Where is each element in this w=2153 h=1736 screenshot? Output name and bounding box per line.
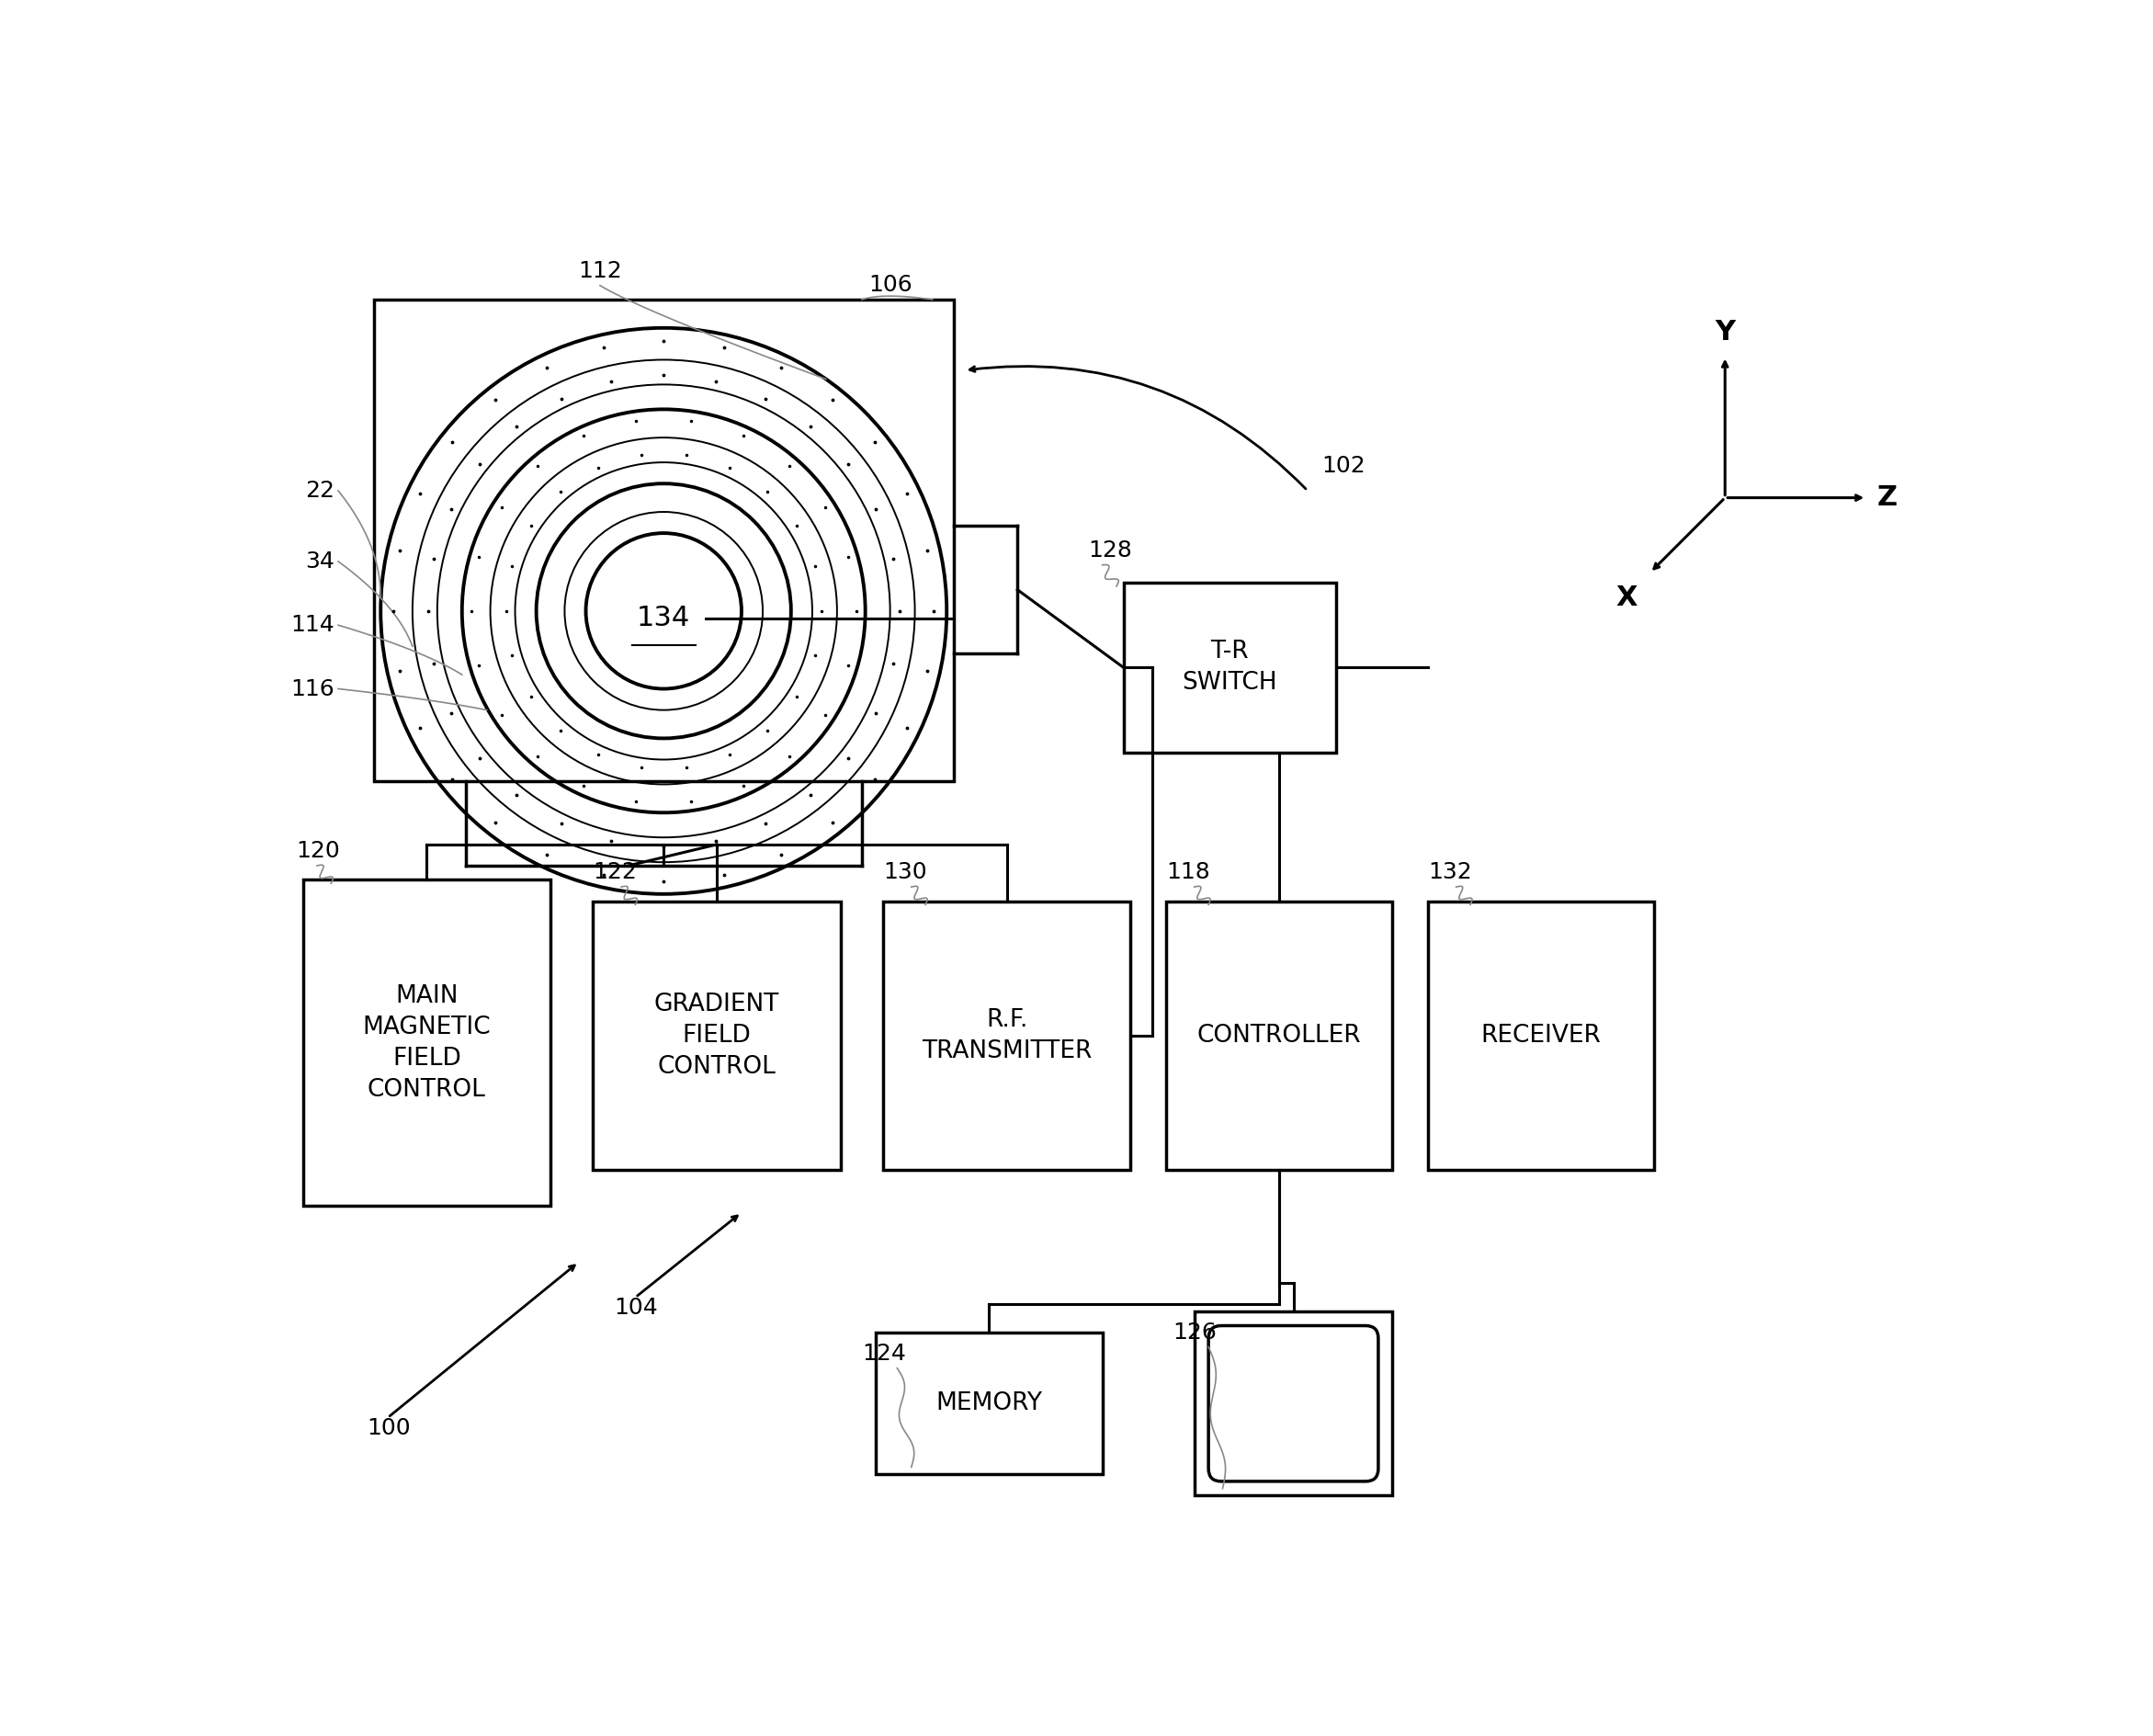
- Text: RECEIVER: RECEIVER: [1481, 1024, 1602, 1047]
- Text: T-R
SWITCH: T-R SWITCH: [1182, 641, 1277, 694]
- Bar: [304, 880, 551, 1205]
- Bar: [1167, 901, 1393, 1170]
- Text: 130: 130: [883, 861, 926, 884]
- Text: MEMORY: MEMORY: [937, 1392, 1042, 1415]
- Bar: [883, 901, 1130, 1170]
- Text: 112: 112: [577, 260, 622, 281]
- Text: 104: 104: [614, 1297, 659, 1319]
- Text: 118: 118: [1167, 861, 1210, 884]
- Bar: [876, 1333, 1102, 1474]
- Text: X: X: [1617, 585, 1638, 611]
- Text: 126: 126: [1173, 1321, 1216, 1344]
- Text: 22: 22: [306, 479, 334, 502]
- Text: 100: 100: [366, 1417, 411, 1439]
- Bar: [1427, 901, 1654, 1170]
- Text: 114: 114: [291, 615, 334, 635]
- Text: CONTROLLER: CONTROLLER: [1197, 1024, 1361, 1047]
- Bar: [592, 901, 840, 1170]
- Text: Y: Y: [1716, 319, 1735, 345]
- Text: Z: Z: [1877, 484, 1897, 510]
- Text: GRADIENT
FIELD
CONTROL: GRADIENT FIELD CONTROL: [655, 993, 779, 1078]
- Text: 120: 120: [295, 840, 340, 863]
- FancyBboxPatch shape: [1208, 1326, 1378, 1481]
- Text: 124: 124: [861, 1342, 906, 1364]
- Text: 116: 116: [291, 677, 334, 700]
- Text: 34: 34: [306, 550, 334, 573]
- Bar: [1124, 583, 1335, 752]
- Text: 128: 128: [1087, 540, 1132, 561]
- Text: MAIN
MAGNETIC
FIELD
CONTROL: MAIN MAGNETIC FIELD CONTROL: [362, 984, 491, 1101]
- Text: 106: 106: [870, 274, 913, 297]
- Text: R.F.
TRANSMITTER: R.F. TRANSMITTER: [921, 1009, 1092, 1062]
- Bar: [1195, 1311, 1393, 1495]
- Text: 134: 134: [637, 604, 691, 632]
- Text: 102: 102: [1322, 455, 1365, 476]
- Text: 132: 132: [1427, 861, 1473, 884]
- Bar: [375, 300, 954, 781]
- Text: 122: 122: [592, 861, 637, 884]
